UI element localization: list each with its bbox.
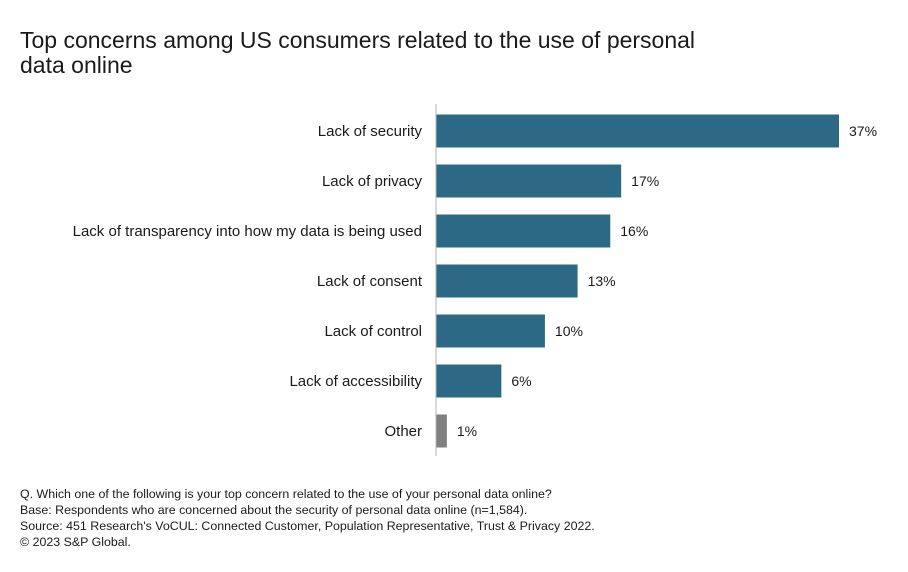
bar-other	[436, 414, 447, 448]
source-note: Source: 451 Research's VoCUL: Connected …	[20, 519, 595, 533]
value-label: 10%	[555, 323, 583, 339]
base-note: Base: Respondents who are concerned abou…	[20, 503, 528, 517]
chart-title: Top concerns among US consumers related …	[20, 27, 696, 78]
question-note: Q. Which one of the following is your to…	[20, 487, 552, 501]
value-label: 16%	[620, 223, 648, 239]
value-label: 6%	[511, 373, 531, 389]
bar-lack-of-accessibility	[436, 364, 502, 398]
bars-layer: Lack of security 37% Lack of privacy 17% Lac…	[73, 114, 877, 448]
value-label: 1%	[457, 423, 477, 439]
category-label: Lack of privacy	[322, 173, 423, 190]
category-label: Lack of transparency into how my data is…	[73, 223, 422, 240]
category-label: Lack of consent	[317, 273, 423, 290]
value-label: 13%	[588, 273, 616, 289]
chart-notes: Q. Which one of the following is your to…	[20, 486, 595, 550]
bar-lack-of-control	[436, 314, 545, 348]
bar-lack-of-transparency-into-how-my-data-is-being-used	[436, 214, 611, 248]
bar-lack-of-consent	[436, 264, 578, 298]
value-label: 17%	[631, 173, 659, 189]
category-label: Lack of accessibility	[289, 373, 422, 390]
copyright-note: © 2023 S&P Global.	[20, 535, 131, 549]
category-label: Lack of control	[324, 323, 422, 340]
category-label: Lack of security	[318, 123, 423, 140]
bar-lack-of-privacy	[436, 164, 622, 198]
value-label: 37%	[849, 123, 877, 139]
category-label: Other	[384, 423, 422, 440]
bar-lack-of-security	[436, 114, 839, 148]
